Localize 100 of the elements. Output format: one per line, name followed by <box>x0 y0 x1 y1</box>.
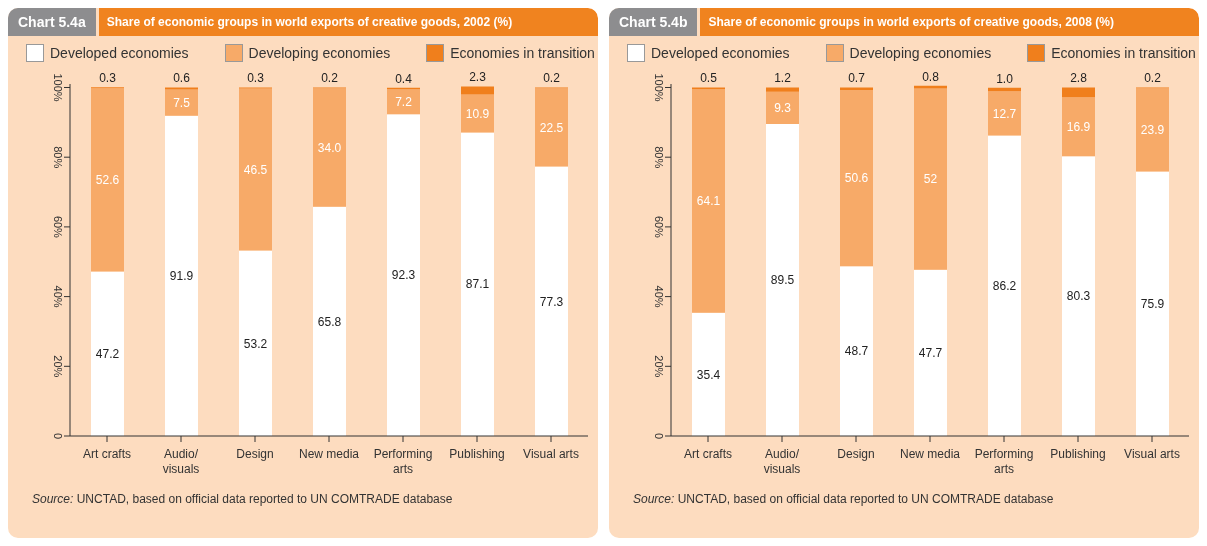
legend-label: Developing economies <box>248 45 391 61</box>
data-label: 86.2 <box>992 279 1017 294</box>
bar <box>692 89 725 313</box>
bar <box>1136 88 1169 172</box>
legend-label: Economies in transition <box>450 45 595 61</box>
y-tick-label: 40% <box>653 285 665 308</box>
data-label: 0.8 <box>922 69 940 84</box>
data-label: 48.7 <box>844 344 869 359</box>
data-label: 1.0 <box>996 71 1014 86</box>
bar <box>535 88 568 167</box>
bar <box>461 94 494 133</box>
bar <box>1062 87 1095 98</box>
bar <box>988 135 1021 436</box>
x-tick-label: Visual arts <box>1124 447 1180 461</box>
chart-title: Chart 5.4a <box>8 8 96 36</box>
bar <box>914 88 947 270</box>
bar <box>914 269 947 436</box>
data-label: 16.9 <box>1066 119 1091 134</box>
bar <box>387 89 420 115</box>
data-label: 92.3 <box>391 268 416 283</box>
source-note: Source: UNCTAD, based on official data reported to UN COMTRADE database <box>32 492 454 506</box>
legend-label: Economies in transition <box>1051 45 1196 61</box>
data-label: 2.8 <box>1070 71 1088 86</box>
data-label: 53.2 <box>243 336 268 351</box>
x-tick-label: Publishing <box>1050 447 1106 461</box>
y-tick-label: 60% <box>653 215 665 239</box>
data-label: 75.9 <box>1140 297 1165 311</box>
x-tick-label: Design <box>837 447 875 461</box>
data-label: 0.2 <box>1144 71 1162 86</box>
y-tick-label: 40% <box>52 285 64 308</box>
x-tick-label: Publishing <box>449 447 505 461</box>
chart-subtitle: Share of economic groups in world exports of creative goods, 2002 (%) <box>98 8 598 36</box>
bar <box>313 88 346 207</box>
bar <box>766 91 799 125</box>
data-label: 22.5 <box>539 120 564 135</box>
y-tick-label: 80% <box>653 146 665 169</box>
legend-label: Developing economies <box>849 45 992 61</box>
bar <box>988 91 1021 136</box>
x-tick-label: Design <box>236 447 274 461</box>
x-tick-label: Audio/visuals <box>162 447 200 476</box>
chart-title: Chart 5.4b <box>609 8 698 36</box>
data-label: 12.7 <box>992 106 1017 121</box>
source-note: Source: UNCTAD, based on official data reported to UN COMTRADE database <box>633 492 1055 506</box>
bar <box>535 166 568 436</box>
data-label: 0.2 <box>543 71 561 86</box>
x-tick-label: Art crafts <box>82 447 132 461</box>
bar <box>387 114 420 436</box>
bar <box>239 88 272 251</box>
data-label: 7.5 <box>173 95 191 110</box>
x-tick-label: Art crafts <box>683 447 733 461</box>
bar <box>1136 171 1169 436</box>
bar <box>239 250 272 436</box>
x-tick-label: Performing arts <box>974 447 1034 476</box>
bar <box>1062 97 1095 157</box>
data-label: 1.2 <box>774 71 792 86</box>
data-label: 0.4 <box>395 71 413 86</box>
data-label: 35.4 <box>696 367 721 382</box>
legend-label: Developed economies <box>50 45 189 61</box>
data-label: 87.1 <box>465 277 490 292</box>
bar <box>461 86 494 95</box>
data-label: 80.3 <box>1066 289 1091 304</box>
data-label: 10.9 <box>465 106 490 121</box>
bar <box>461 132 494 436</box>
bar <box>1062 156 1095 436</box>
y-tick-label: 100% <box>52 73 64 102</box>
data-label: 0.2 <box>321 71 339 86</box>
data-label: 23.9 <box>1140 123 1165 138</box>
data-label: 65.8 <box>317 314 342 329</box>
y-tick-label: 0 <box>52 432 64 440</box>
bar <box>840 89 873 267</box>
bar <box>840 266 873 436</box>
bar <box>692 312 725 436</box>
data-label: 46.5 <box>243 162 268 177</box>
x-tick-label: Audio/visuals <box>763 447 801 476</box>
bar <box>165 115 198 436</box>
data-label: 50.6 <box>844 171 869 186</box>
x-tick-label: Visual arts <box>523 447 579 461</box>
data-label: 91.9 <box>169 269 194 284</box>
data-label: 0.5 <box>700 71 718 86</box>
data-label: 0.7 <box>848 71 866 86</box>
bar <box>766 124 799 436</box>
data-label: 7.2 <box>395 95 413 110</box>
y-tick-label: 100% <box>653 73 665 102</box>
bar <box>91 88 124 272</box>
data-label: 89.5 <box>770 273 795 288</box>
chart-subtitle: Share of economic groups in world exports of creative goods, 2008 (%) <box>700 8 1199 36</box>
data-label: 64.1 <box>696 194 721 209</box>
data-label: 2.3 <box>469 70 487 85</box>
bar <box>766 87 799 92</box>
bar <box>165 89 198 116</box>
x-tick-label: Performing arts <box>373 447 433 476</box>
y-tick-label: 20% <box>52 355 64 378</box>
data-label: 0.6 <box>173 71 191 86</box>
y-tick-label: 60% <box>52 215 64 239</box>
data-label: 77.3 <box>539 294 564 309</box>
bar <box>914 85 947 89</box>
x-tick-label: New media <box>899 447 961 461</box>
data-label: 47.7 <box>918 346 943 361</box>
legend-label: Developed economies <box>651 45 790 61</box>
x-tick-label: New media <box>298 447 360 461</box>
